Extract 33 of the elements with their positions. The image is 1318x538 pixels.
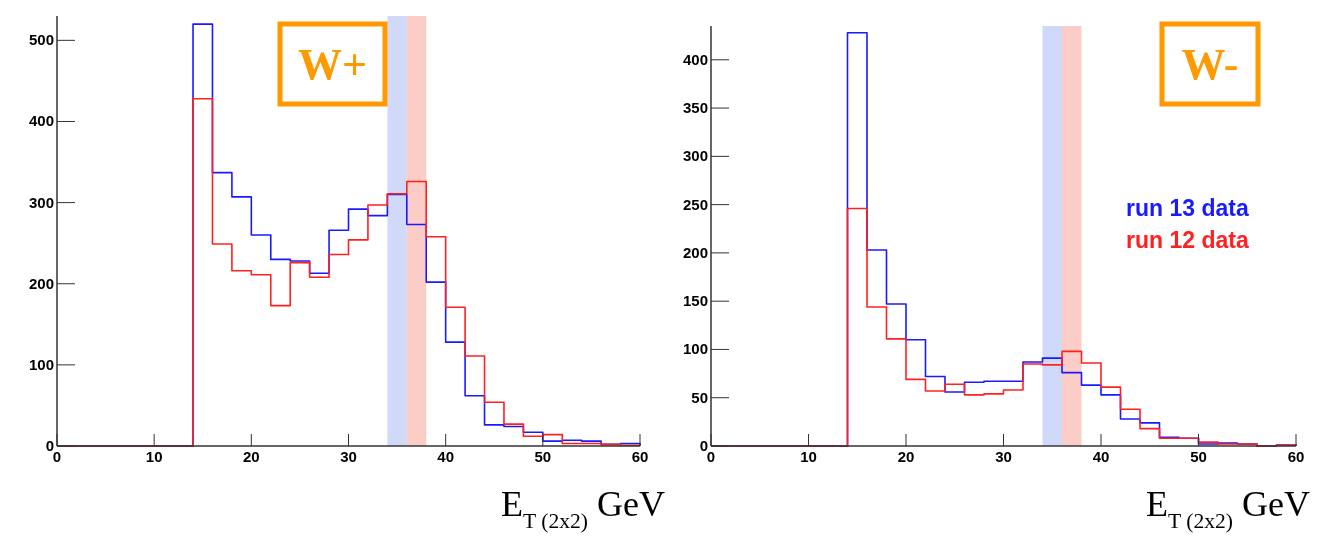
y-tick-label: 100	[682, 340, 708, 358]
x-tick-label: 30	[995, 448, 1012, 465]
y-tick-label: 150	[682, 292, 708, 310]
y-tick-label: 200	[682, 243, 708, 261]
y-tick-label: 500	[28, 31, 54, 49]
x-tick-label: 40	[437, 448, 455, 465]
y-tick-label: 200	[28, 274, 54, 292]
text: run 13 data	[1126, 195, 1249, 221]
x-tick-label: 30	[340, 448, 357, 465]
y-tick-label: 250	[682, 195, 708, 213]
y-tick-label: 300	[28, 193, 54, 211]
x-tick-label: 10	[145, 448, 163, 465]
x-tick-label: 40	[1092, 448, 1110, 465]
annotation: W-	[1181, 40, 1239, 89]
x-tick-label: 20	[897, 448, 915, 465]
x-tick-label: 10	[800, 448, 817, 465]
x-tick-label: 20	[242, 448, 260, 465]
y-tick-label: 400	[682, 50, 708, 68]
y-tick-label: 300	[682, 147, 708, 165]
y-tick-label: 100	[28, 355, 54, 373]
x-tick-label: 50	[1190, 448, 1207, 465]
y-tick-label: 0	[45, 437, 54, 454]
x-axis-title: E$_{T (2x2)}$ GeV	[501, 484, 665, 533]
x-tick-label: 60	[1287, 448, 1305, 465]
annotation: W+	[297, 40, 368, 89]
y-tick-label: 0	[699, 437, 708, 454]
x-tick-label: 50	[534, 448, 552, 465]
text: run 12 data	[1126, 227, 1249, 253]
x-axis-title: E$_{T (2x2)}$ GeV	[1146, 484, 1310, 533]
y-tick-label: 50	[691, 388, 708, 406]
y-tick-label: 400	[28, 112, 54, 130]
x-tick-label: 60	[631, 448, 649, 465]
y-tick-label: 350	[682, 99, 708, 117]
